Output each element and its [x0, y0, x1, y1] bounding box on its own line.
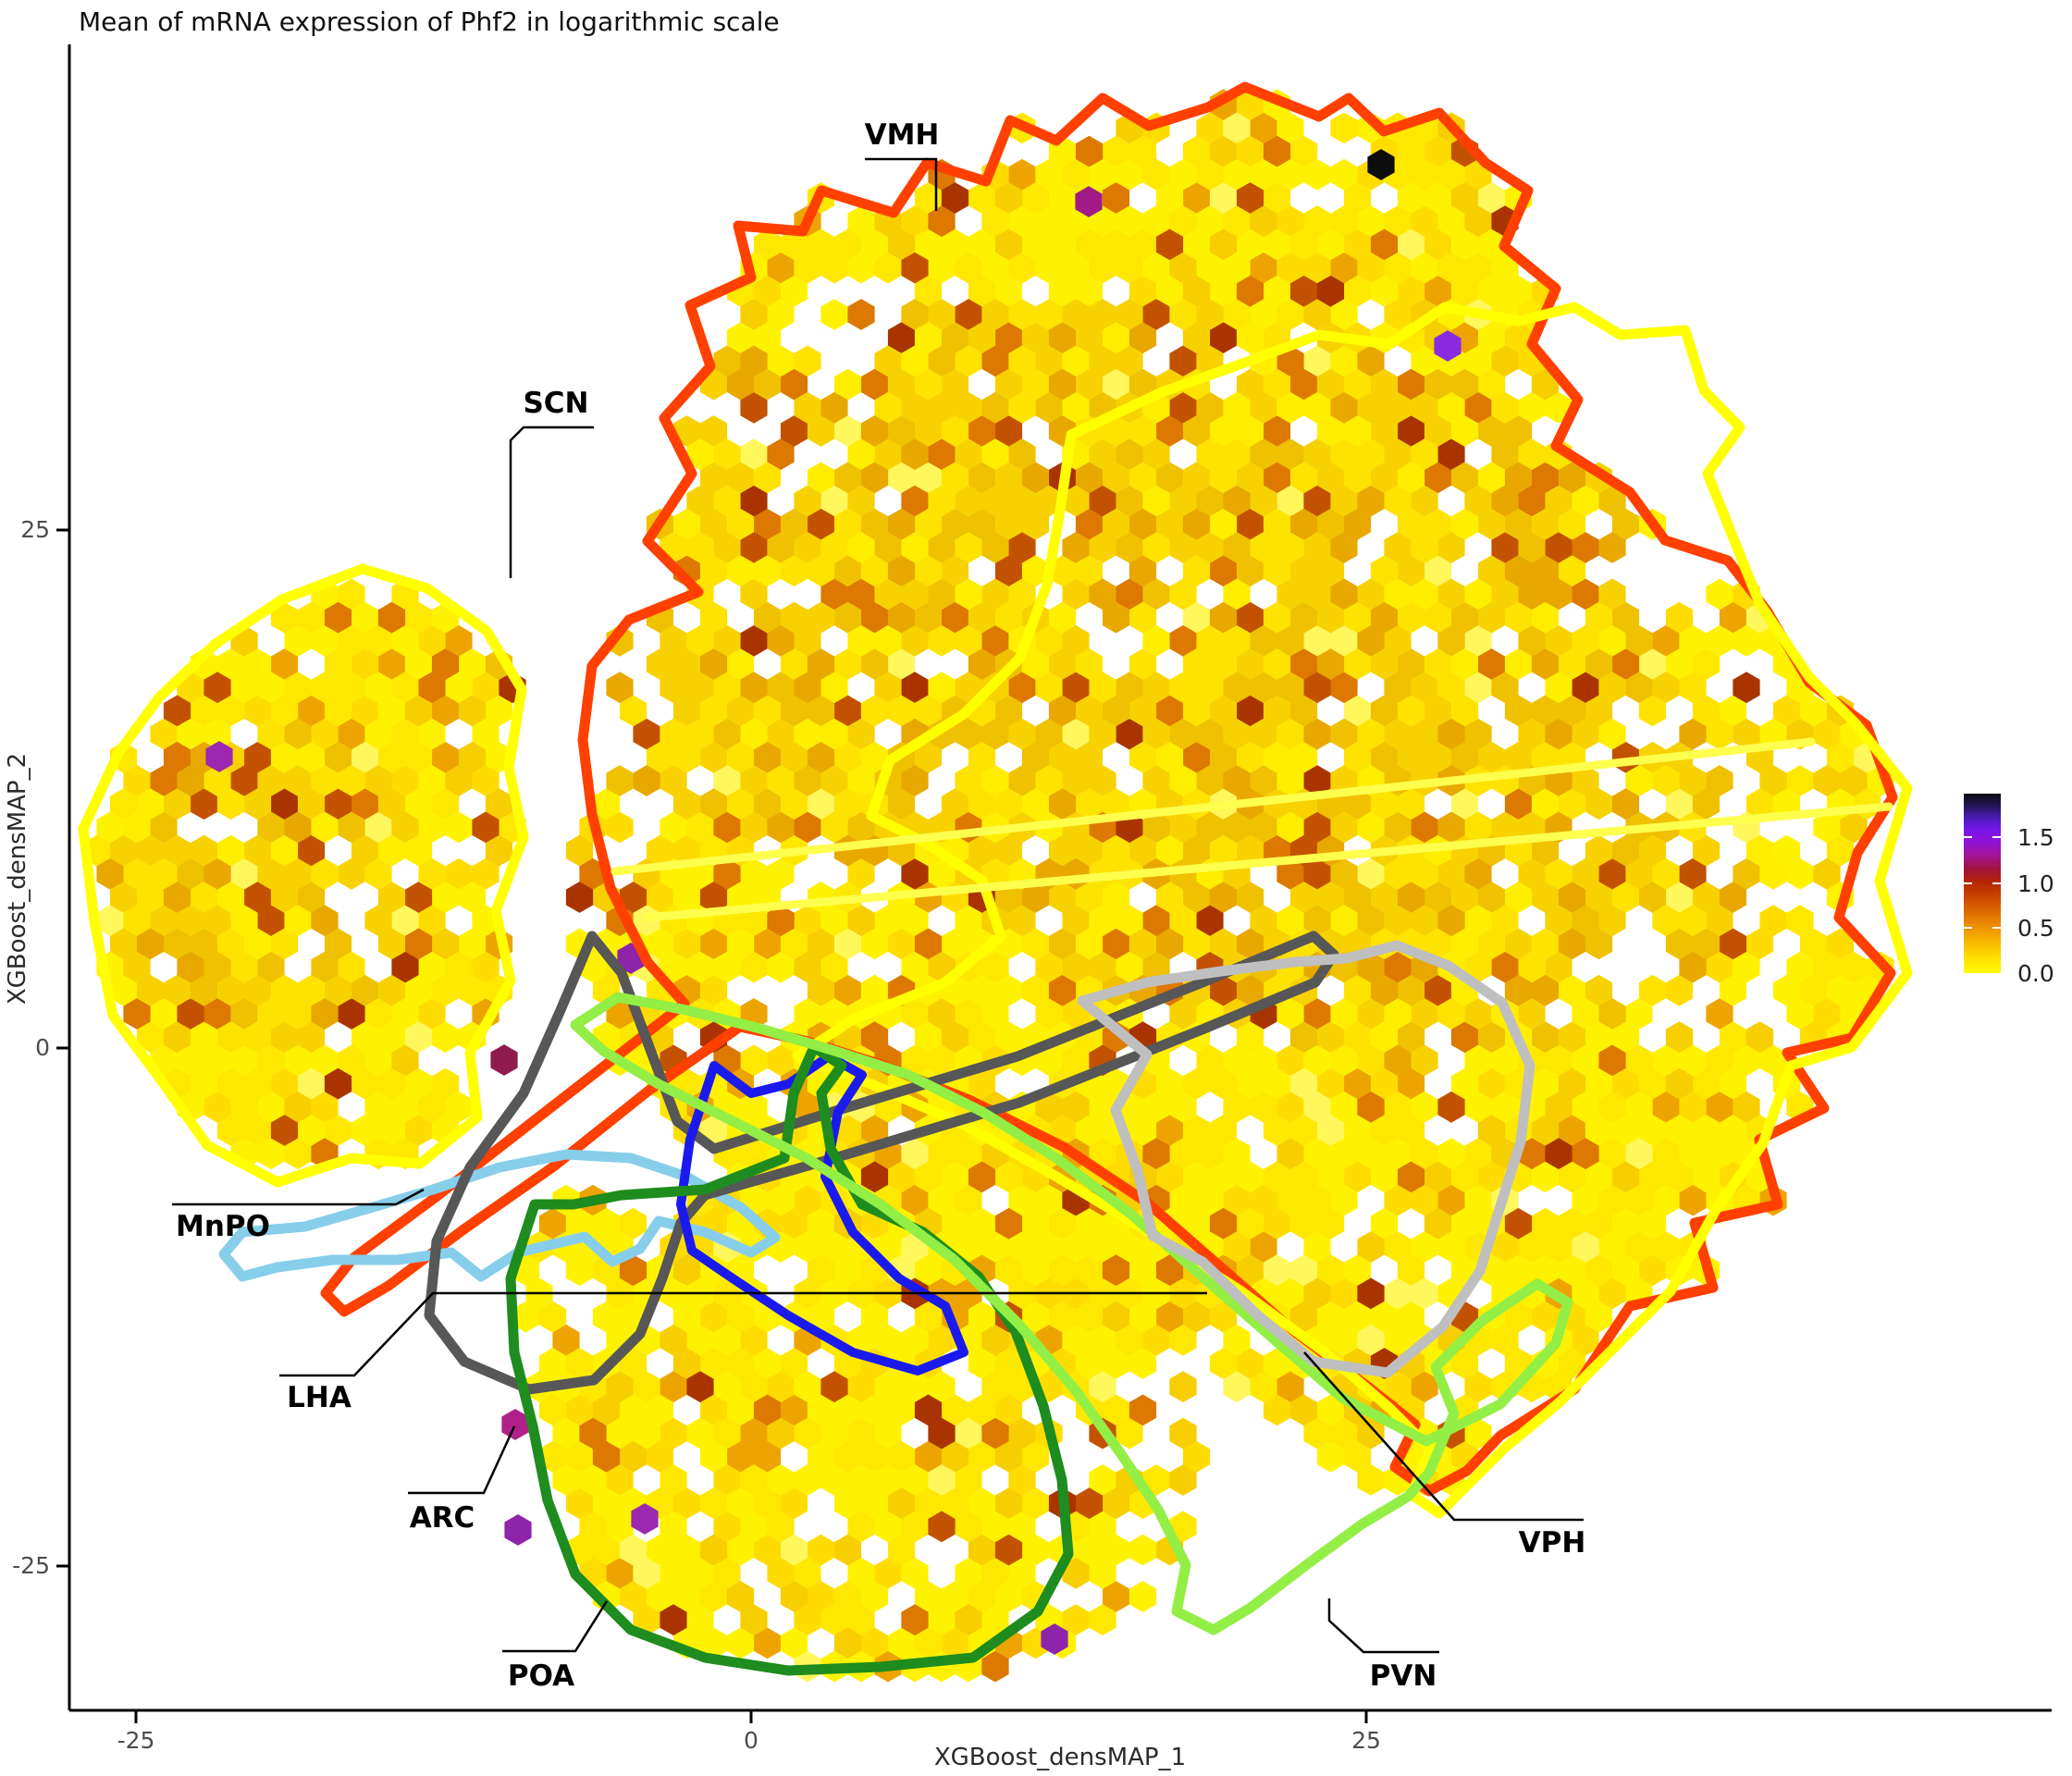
leader-line-arc	[408, 1425, 516, 1495]
hexbin-layer	[82, 89, 1894, 1683]
outlier-hex	[1367, 149, 1395, 180]
y-tick-label: 0	[35, 1034, 50, 1061]
region-outlines-layer	[78, 81, 1913, 1676]
leader-line-poa	[502, 1600, 609, 1653]
hexbin-cells	[96, 112, 1881, 1683]
region-outline-pvn	[570, 992, 1573, 1635]
region-outline-mnpo	[218, 1149, 781, 1282]
region-outline-yellow-streak-1	[610, 737, 1816, 876]
region-label-vph: VPH	[1519, 1526, 1586, 1560]
leader-line-lha	[279, 1291, 1207, 1377]
region-label-arc: ARC	[410, 1501, 475, 1535]
region-outline-poa	[505, 1042, 1074, 1676]
leader-line-pvn	[1327, 1598, 1439, 1654]
region-label-pvn: PVN	[1370, 1659, 1437, 1693]
hexbin-cells	[123, 299, 1774, 1077]
outlier-hex	[504, 1514, 532, 1546]
region-label-scn: SCN	[523, 387, 588, 420]
region-label-poa: POA	[508, 1659, 574, 1693]
region-outline-vph	[1077, 940, 1536, 1378]
colorbar-tick-label: 1.5	[2017, 824, 2054, 851]
region-label-mnpo: MnPO	[176, 1210, 270, 1243]
colorbar: 1.5 1.0 0.5 0.0	[1964, 794, 2054, 987]
x-tick-label: 0	[744, 1727, 758, 1754]
colorbar-tick-label: 0.5	[2017, 915, 2054, 942]
hexbin-cells	[123, 89, 1855, 1659]
outlier-hex	[501, 1409, 529, 1440]
hexbin-cells	[96, 89, 1894, 1683]
outlier-hex	[631, 1503, 659, 1535]
y-tick-label: -25	[12, 1552, 50, 1579]
chart-title: Mean of mRNA expression of Phf2 in logar…	[79, 6, 780, 37]
leader-line-scn	[509, 426, 594, 578]
y-axis-label: XGBoost_densMAP_2	[4, 753, 31, 1005]
region-outline-vmh	[320, 81, 1898, 1497]
region-labels-layer: VMH SCN MnPO LHA ARC POA PVN VPH	[172, 118, 1585, 1693]
outlier-hex	[205, 741, 233, 772]
leader-line-mnpo	[172, 1188, 425, 1206]
colorbar-tick-label: 1.0	[2017, 870, 2054, 897]
region-outline-yellow-streak-2	[643, 802, 1893, 922]
region-outline-yellow-right	[792, 302, 1913, 1519]
x-tick-label: 25	[1351, 1727, 1381, 1754]
outlier-hex	[1434, 330, 1462, 362]
colorbar-tick-label: 0.0	[2017, 960, 2054, 987]
x-axis-label: XGBoost_densMAP_1	[934, 1744, 1186, 1771]
x-tick-label: -25	[117, 1727, 155, 1754]
leader-line-vmh	[865, 157, 938, 211]
outlier-hex	[1041, 1623, 1068, 1655]
leader-line-vph	[1303, 1351, 1584, 1522]
region-outline-yellow-left	[78, 563, 529, 1188]
region-label-lha: LHA	[287, 1381, 352, 1414]
outlier-hex	[1075, 186, 1103, 217]
y-tick-label: 25	[20, 516, 50, 543]
region-label-vmh: VMH	[865, 118, 940, 152]
outlier-hex	[490, 1044, 518, 1076]
